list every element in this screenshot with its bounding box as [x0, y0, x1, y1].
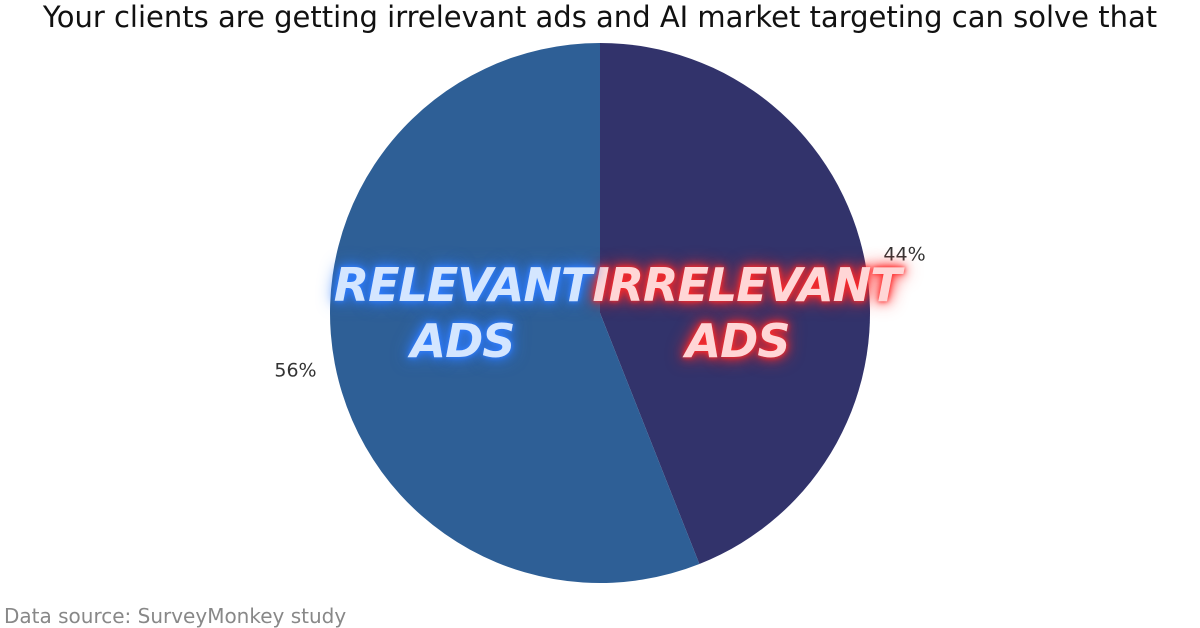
slice-label: IRRELEVANT ADS: [592, 258, 902, 368]
pie-slice: [600, 43, 870, 565]
source-note: Data source: SurveyMonkey study: [4, 604, 347, 628]
slice-label: RELEVANT ADS: [333, 258, 593, 368]
value-label: 56%: [274, 360, 316, 382]
chart-title: Your clients are getting irrelevant ads …: [42, 0, 1157, 34]
value-label: 44%: [883, 243, 925, 265]
pie-slice: [330, 43, 700, 583]
